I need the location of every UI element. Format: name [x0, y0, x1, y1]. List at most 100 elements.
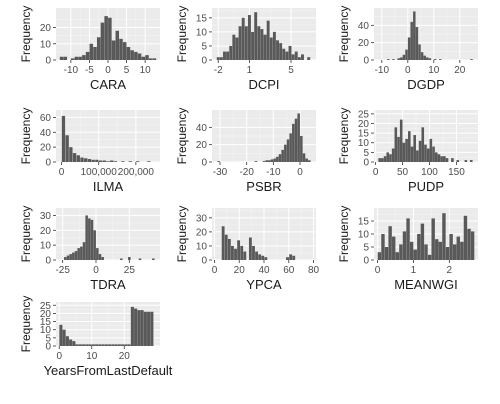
histogram-bar — [261, 255, 265, 260]
histogram-bar — [470, 59, 473, 60]
x-tick-label: 0 — [297, 167, 303, 178]
histogram-bar — [72, 153, 77, 162]
y-tick-label: 0 — [363, 56, 369, 67]
y-tick-label: 0 — [45, 56, 51, 67]
histogram-bar — [381, 234, 385, 260]
histogram-bar — [134, 308, 138, 346]
histogram-bar — [415, 27, 419, 60]
histogram-bar — [98, 160, 103, 162]
y-axis-title: Frequency — [19, 296, 33, 353]
histogram-bar — [82, 344, 86, 346]
histogram-bar — [297, 113, 300, 162]
y-axis-title: Frequency — [175, 6, 189, 63]
y-tick-label: 5 — [363, 148, 369, 159]
histogram-bar — [127, 344, 131, 346]
histogram-bar — [232, 34, 236, 60]
y-tick-label: 10 — [196, 27, 208, 38]
histogram-bar — [418, 140, 422, 162]
y-tick-label: 5 — [363, 243, 369, 254]
histogram-bar — [394, 127, 398, 162]
y-tick-label: 15 — [358, 217, 370, 228]
histogram-bar — [460, 241, 464, 260]
histogram-bar — [288, 45, 292, 60]
histogram-bar — [91, 159, 95, 162]
histogram-panel-ypca: 0 20 40 60 80 0 10 20 30 YPCA Frequency — [175, 206, 320, 292]
histogram-bar — [406, 218, 410, 260]
histogram-bar — [237, 240, 241, 260]
histogram-panel-dgdp: -10 0 10 20 0 20 40 DGDP Frequency — [337, 6, 478, 92]
histogram-bar — [255, 251, 258, 260]
x-tick-label: 0 — [373, 167, 379, 178]
histogram-bar — [124, 344, 128, 346]
histogram-bar — [108, 344, 112, 346]
histogram-bar — [254, 161, 258, 162]
histogram-bar — [286, 139, 290, 162]
histogram-bar — [294, 51, 298, 60]
x-tick-label: 20 — [119, 351, 131, 362]
histogram-bar — [88, 344, 92, 346]
histogram-bar — [258, 254, 262, 260]
x-tick-label: 150 — [448, 167, 465, 178]
histogram-bar — [137, 53, 142, 60]
histogram-bar — [85, 344, 89, 346]
y-tick-label: 20 — [40, 309, 52, 320]
histogram-bar — [84, 158, 88, 162]
y-tick-label: 40 — [358, 21, 370, 32]
histogram-bar — [434, 152, 438, 162]
histogram-bar — [130, 306, 134, 346]
histogram-bar — [101, 257, 104, 260]
histogram-bar — [432, 146, 435, 162]
y-tick-label: 5 — [45, 333, 51, 344]
histogram-bar — [378, 158, 381, 162]
histogram-bar — [399, 119, 403, 162]
histogram-bar — [286, 257, 289, 260]
x-tick-label: 0 — [56, 351, 62, 362]
histogram-bar — [229, 45, 233, 60]
histogram-bar — [464, 160, 468, 162]
histogram-bar — [110, 160, 114, 162]
x-axis-title: DCPI — [248, 77, 279, 92]
histogram-bar — [426, 57, 429, 60]
histogram-bar — [402, 54, 406, 60]
x-tick-label: 100,000 — [81, 167, 118, 178]
x-tick-label: -10 — [375, 65, 390, 76]
histogram-bar — [428, 58, 432, 60]
histogram-bar — [273, 158, 276, 162]
histogram-bar — [445, 158, 449, 162]
histogram-bar — [395, 252, 400, 260]
histogram-bar — [301, 54, 304, 60]
histogram-bar — [270, 159, 274, 162]
y-tick-label: 10 — [358, 138, 370, 149]
histogram-bar — [463, 215, 468, 260]
histogram-bar — [399, 244, 403, 260]
histogram-bar — [413, 11, 416, 60]
histogram-bar — [100, 22, 105, 60]
histogram-bar — [136, 161, 140, 162]
histogram-bar — [147, 161, 151, 162]
y-tick-label: 0 — [201, 256, 207, 267]
histogram-bar — [134, 51, 138, 60]
histogram-bar — [402, 142, 406, 162]
histogram-bar — [96, 37, 101, 60]
histogram-bar — [292, 255, 296, 260]
histogram-bar — [224, 234, 228, 260]
histogram-bar — [284, 144, 287, 162]
histogram-bar — [117, 344, 121, 346]
histogram-bar — [226, 51, 230, 60]
histogram-bar — [469, 160, 473, 162]
histogram-bar — [130, 50, 134, 60]
histogram-bar — [74, 251, 78, 260]
histogram-bar — [234, 248, 237, 260]
histogram-bar — [266, 20, 270, 60]
histogram-bar — [308, 160, 311, 162]
histogram-bar — [115, 30, 120, 60]
histogram-bar — [59, 56, 64, 60]
histogram-bar — [80, 157, 84, 162]
histogram-bar — [443, 156, 446, 162]
histogram-bar — [387, 59, 390, 60]
x-tick-label: 20 — [454, 65, 466, 76]
histogram-bar — [96, 248, 99, 260]
x-axis-title: YPCA — [246, 277, 282, 292]
histogram-bar — [111, 344, 115, 346]
y-axis-title: Frequency — [19, 206, 33, 263]
